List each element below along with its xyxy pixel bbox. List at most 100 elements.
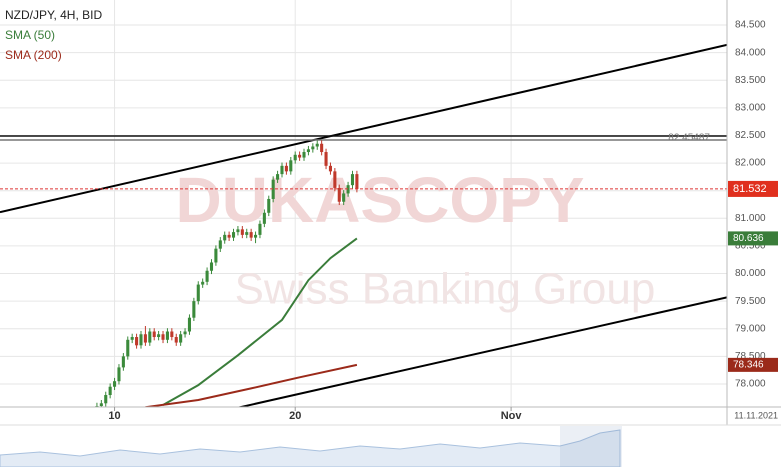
y-tick-label: 83.000 <box>735 102 766 113</box>
candle-body <box>346 185 350 194</box>
candle-body <box>143 334 147 343</box>
candle-body <box>311 146 315 150</box>
candle-body <box>218 240 222 249</box>
x-tick-label: 10 <box>108 410 120 422</box>
candle-body <box>324 152 328 166</box>
candle-body <box>289 160 293 172</box>
price-label: 81.532 <box>733 183 767 195</box>
sma-line <box>145 363 358 407</box>
candle-body <box>121 356 125 368</box>
y-tick-label: 78.500 <box>735 351 766 362</box>
candle-body <box>161 334 165 340</box>
y-tick-label: 84.500 <box>735 20 766 31</box>
chart-title: NZD/JPY, 4H, BID <box>5 8 102 22</box>
candle-body <box>337 187 341 202</box>
candle-body <box>157 334 161 338</box>
navigator <box>0 429 621 467</box>
price-box <box>728 231 778 246</box>
candle-body <box>135 337 139 346</box>
candle-body <box>298 154 302 158</box>
candle-body <box>205 270 209 282</box>
x-tick-label: 20 <box>289 410 301 422</box>
candle-body <box>231 232 236 238</box>
candle-body <box>209 262 214 271</box>
y-tick-label: 80.000 <box>735 268 766 279</box>
price-box <box>728 357 778 372</box>
candle-body <box>271 179 275 199</box>
y-tick-label: 82.000 <box>735 158 766 169</box>
level-label: 82.45487 <box>668 133 710 144</box>
candle-body <box>315 143 319 147</box>
candle-body <box>240 229 244 235</box>
sma-line <box>162 237 358 406</box>
candle-body <box>214 248 218 263</box>
plot-area: 82.45487 <box>0 43 727 407</box>
candle-body <box>196 284 200 302</box>
legend-label: SMA (50) <box>5 28 55 42</box>
y-tick-label: 85.000 <box>735 0 766 3</box>
candle-body <box>170 331 174 338</box>
candle-body <box>223 234 227 241</box>
candle-body <box>302 152 306 158</box>
trend-line <box>237 296 727 407</box>
y-tick-label: 78.000 <box>735 379 766 390</box>
candle-body <box>320 143 324 153</box>
price-label: 80.636 <box>733 233 764 244</box>
candle-body <box>249 232 253 238</box>
candle-body <box>276 174 280 180</box>
candle-body <box>306 149 310 153</box>
y-tick-label: 81.000 <box>735 213 766 224</box>
y-tick-label: 82.500 <box>735 130 766 141</box>
candle-body <box>117 367 121 382</box>
candle-body <box>165 331 169 340</box>
candle-body <box>350 174 355 186</box>
axes: 78.000 78.500 79.000 79.500 80.000 80.500 81.0… <box>108 0 778 422</box>
date-label: 11.11.2021 <box>734 410 778 420</box>
y-tick-label: 84.000 <box>735 47 766 58</box>
candle-body <box>355 174 359 189</box>
candle-body <box>152 331 156 338</box>
candle-body <box>192 301 196 318</box>
candle-body <box>174 337 178 343</box>
candle-body <box>342 193 346 202</box>
candle-body <box>258 223 262 235</box>
legend: NZD/JPY, 4H, BID SMA (50) SMA (200) <box>5 8 102 62</box>
legend-label: SMA (200) <box>5 48 62 62</box>
candle-body <box>267 198 271 213</box>
candle-body <box>183 331 187 335</box>
candle-body <box>227 234 231 238</box>
candle-body <box>293 154 297 161</box>
watermark: DUKASCOPY <box>176 164 585 236</box>
x-tick-label: Nov <box>501 410 523 422</box>
watermark-subtitle: Swiss Banking Group <box>235 265 656 314</box>
price-box <box>728 180 778 197</box>
candle-body <box>148 331 152 343</box>
candle-body <box>284 165 288 172</box>
candle-body <box>99 403 103 407</box>
candle-body <box>236 229 240 233</box>
candle-body <box>254 234 258 238</box>
candle-body <box>104 395 108 404</box>
candle-body <box>108 386 112 396</box>
y-tick-label: 83.500 <box>735 75 766 86</box>
y-tick-label: 79.000 <box>735 323 766 334</box>
candle-body <box>245 232 249 235</box>
candle-body <box>113 381 117 387</box>
trend-line <box>0 43 727 214</box>
candle-body <box>126 339 130 357</box>
y-tick-label: 80.500 <box>735 241 766 252</box>
candle-body <box>130 337 134 340</box>
candle-body <box>333 171 337 188</box>
y-tick-label: 79.500 <box>735 296 766 307</box>
price-label: 78.346 <box>733 360 764 371</box>
candle-body <box>262 212 266 224</box>
candle-body <box>187 317 192 332</box>
candle-body <box>179 334 183 343</box>
candle-body <box>201 281 205 285</box>
candle-body <box>280 165 284 175</box>
navigator-window[interactable] <box>560 426 622 467</box>
candle-body <box>328 165 332 172</box>
candle-body <box>139 334 143 346</box>
